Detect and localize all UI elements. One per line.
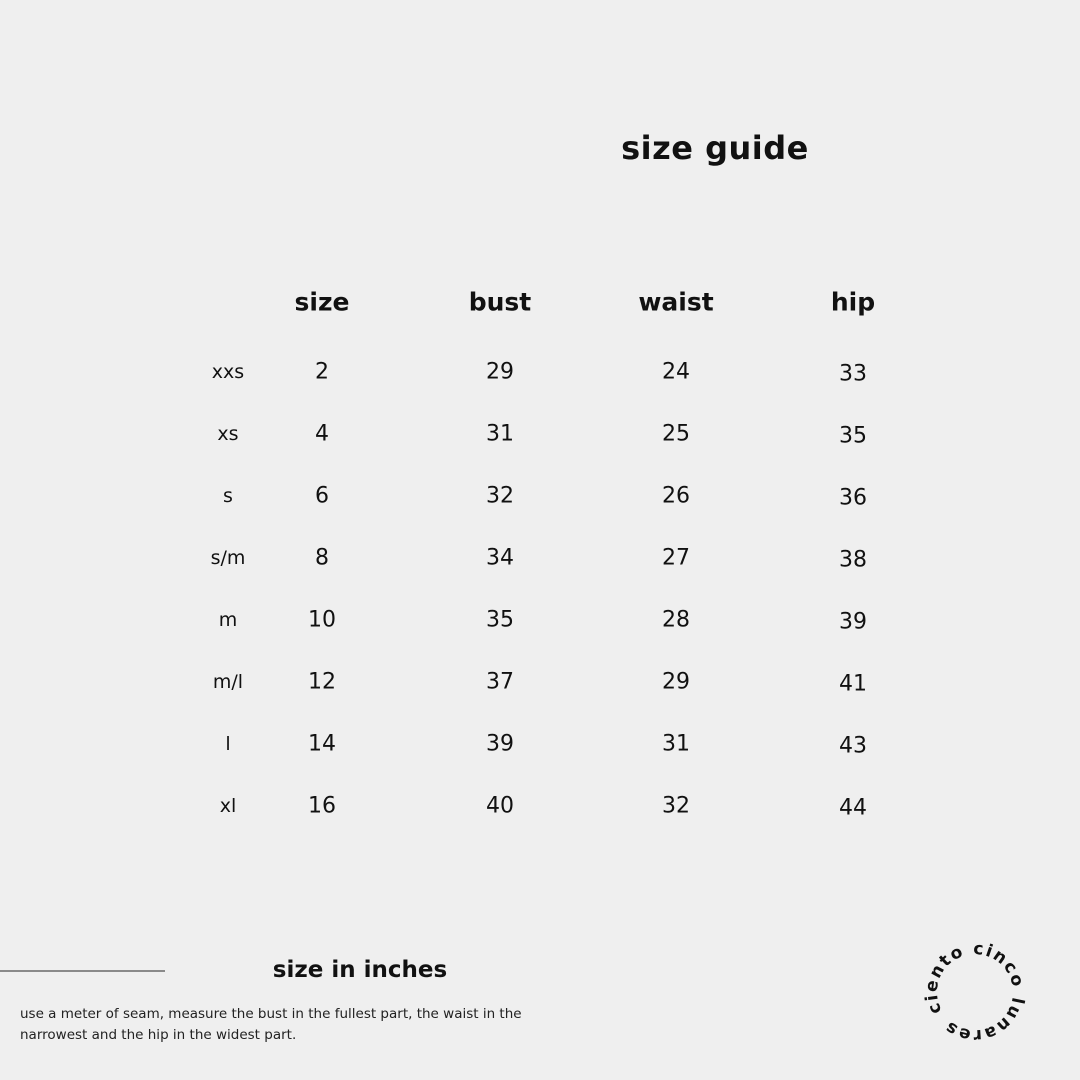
svg-text:ciento cinco lunares: ciento cinco lunares (922, 939, 1028, 1045)
cell-bust: 31 (486, 421, 514, 447)
row-label: xs (217, 423, 239, 445)
cell-hip: 39 (839, 609, 867, 635)
cell-bust: 34 (486, 545, 514, 571)
cell-bust: 37 (486, 669, 514, 695)
units-subtitle: size in inches (272, 957, 448, 983)
cell-size: 6 (315, 483, 329, 509)
cell-waist: 32 (662, 793, 690, 819)
column-header-hip: hip (830, 287, 876, 317)
row-label: xl (219, 795, 237, 817)
cell-hip: 41 (839, 671, 867, 697)
row-label: xxs (211, 361, 245, 383)
cell-waist: 26 (662, 483, 690, 509)
cell-waist: 24 (662, 359, 690, 385)
cell-size: 2 (315, 359, 329, 385)
brand-logo: ciento cinco lunares (922, 939, 1028, 1045)
page-title: size guide (621, 129, 809, 167)
cell-waist: 25 (662, 421, 690, 447)
cell-hip: 35 (839, 423, 867, 449)
column-header-size: size (294, 287, 350, 317)
cell-bust: 39 (486, 731, 514, 757)
cell-waist: 27 (662, 545, 690, 571)
column-header-bust: bust (468, 287, 532, 317)
cell-bust: 32 (486, 483, 514, 509)
row-label: s/m (210, 547, 246, 569)
cell-hip: 43 (839, 733, 867, 759)
cell-bust: 29 (486, 359, 514, 385)
row-label: m/l (212, 671, 244, 693)
cell-size: 4 (315, 421, 329, 447)
row-label: m (218, 609, 238, 631)
measuring-instructions: use a meter of seam, measure the bust in… (20, 1006, 522, 1043)
row-label: s (223, 485, 233, 507)
cell-size: 10 (308, 607, 336, 633)
cell-waist: 31 (662, 731, 690, 757)
cell-bust: 40 (486, 793, 514, 819)
cell-bust: 35 (486, 607, 514, 633)
cell-hip: 33 (839, 361, 867, 387)
cell-waist: 28 (662, 607, 690, 633)
cell-hip: 36 (839, 485, 867, 511)
divider-line (0, 970, 165, 972)
cell-size: 12 (308, 669, 336, 695)
cell-size: 14 (308, 731, 336, 757)
cell-waist: 29 (662, 669, 690, 695)
cell-hip: 44 (839, 795, 867, 821)
cell-hip: 38 (839, 547, 867, 573)
cell-size: 8 (315, 545, 329, 571)
cell-size: 16 (308, 793, 336, 819)
logo-text: ciento cinco lunares (922, 939, 1028, 1045)
column-header-waist: waist (638, 287, 714, 317)
row-label: l (225, 733, 231, 755)
